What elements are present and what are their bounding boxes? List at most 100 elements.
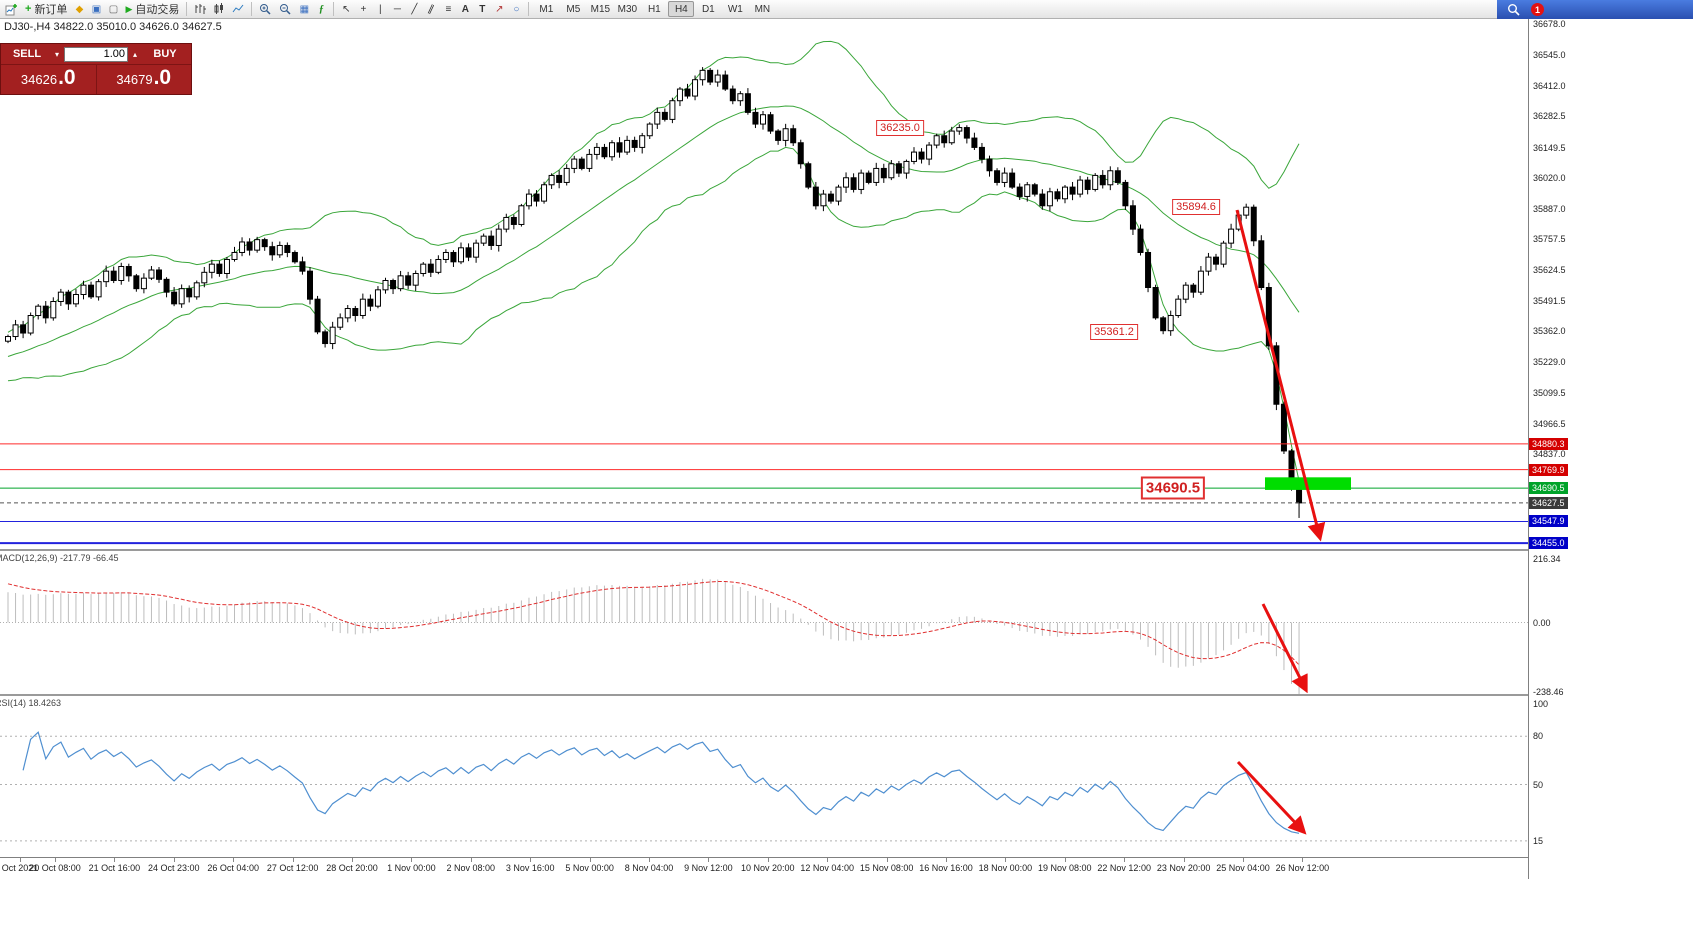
time-axis[interactable]: Oct 2021 20 Oct 08:00 21 Oct 16:00 24 Oct 2… bbox=[0, 857, 1528, 882]
timeframe-mn-button[interactable]: MN bbox=[754, 3, 771, 15]
toolbar-separator bbox=[186, 2, 188, 16]
tile-windows-icon[interactable]: ▦ bbox=[299, 3, 310, 15]
indicators-icon[interactable]: ƒ bbox=[318, 3, 324, 15]
volume-decrease-button[interactable]: ▾ bbox=[54, 49, 59, 59]
bar-chart-icon[interactable] bbox=[191, 1, 209, 17]
time-axis-label: Oct 2021 bbox=[1, 863, 39, 873]
price-axis-label: 35229.0 bbox=[1533, 357, 1566, 368]
arrows-icon[interactable]: ↗ bbox=[495, 3, 504, 15]
search-icon[interactable] bbox=[1507, 3, 1521, 17]
price-line-badge: 34455.0 bbox=[1529, 537, 1568, 550]
time-axis-tick bbox=[827, 858, 829, 862]
time-axis-tick bbox=[1124, 858, 1126, 862]
sell-button[interactable]: SELL bbox=[12, 48, 42, 60]
price-callout[interactable]: 36235.0 bbox=[876, 119, 924, 136]
rsi-canvas[interactable] bbox=[0, 696, 1528, 857]
price-callout[interactable]: 35894.6 bbox=[1172, 199, 1220, 216]
crosshair-icon[interactable]: + bbox=[360, 3, 367, 15]
price-line-badge: 34880.3 bbox=[1529, 437, 1568, 450]
shapes-icon[interactable]: ○ bbox=[513, 3, 520, 15]
charts-window-icon[interactable]: ▢ bbox=[108, 3, 119, 15]
time-axis-tick bbox=[114, 858, 116, 862]
text-icon[interactable]: A bbox=[461, 3, 469, 15]
time-axis-label: 15 Nov 08:00 bbox=[859, 863, 914, 873]
time-axis-label: 1 Nov 00:00 bbox=[387, 863, 436, 873]
sell-price-button[interactable]: 34626.0 bbox=[1, 65, 97, 94]
timeframe-m15-button[interactable]: M15 bbox=[590, 3, 611, 15]
label-icon[interactable]: T bbox=[479, 3, 486, 15]
timeframe-m5-button[interactable]: M5 bbox=[566, 3, 581, 15]
new-chart-icon[interactable] bbox=[2, 1, 21, 17]
time-axis-label: 19 Nov 08:00 bbox=[1038, 863, 1092, 873]
autotrading-button[interactable]: ▶ 自动交易 bbox=[122, 1, 182, 17]
buy-button[interactable]: BUY bbox=[153, 48, 177, 60]
buy-price-button[interactable]: 34679.0 bbox=[97, 65, 192, 94]
autotrading-label: 自动交易 bbox=[135, 4, 180, 16]
macd-canvas[interactable] bbox=[0, 551, 1528, 694]
macd-axis-label: 0.00 bbox=[1533, 617, 1551, 628]
pane-separator[interactable] bbox=[0, 549, 1693, 551]
price-callout[interactable]: 35361.2 bbox=[1090, 323, 1138, 340]
price-line-badge: 34769.9 bbox=[1529, 463, 1568, 476]
timeframe-d1-button[interactable]: D1 bbox=[701, 3, 715, 15]
one-click-trading-panel: SELL ▾ ▴ BUY 34626.0 34679.0 bbox=[0, 43, 192, 95]
toolbar-separator bbox=[528, 2, 530, 16]
time-axis-label: 28 Oct 20:00 bbox=[326, 863, 378, 873]
toolbar: + 新订单 ◆ ▣ ▢ ▶ 自动交易 ▦ ƒ ↖ + | ─ ╱ ∥ ≡ A T ↗… bbox=[0, 0, 1693, 19]
time-axis-label: 26 Oct 04:00 bbox=[207, 863, 259, 873]
time-axis-tick bbox=[767, 858, 769, 862]
volume-increase-button[interactable]: ▴ bbox=[132, 49, 137, 59]
price-axis-label: 36020.0 bbox=[1533, 172, 1566, 183]
main-chart-pane: DJ30-,H4 34822.0 35010.0 34626.0 34627.5… bbox=[0, 19, 1528, 549]
volume-input[interactable] bbox=[64, 46, 128, 62]
fibonacci-icon[interactable]: ≡ bbox=[445, 3, 452, 15]
time-axis-label: 8 Nov 04:00 bbox=[624, 863, 674, 873]
zoom-out-icon[interactable] bbox=[276, 1, 295, 17]
time-axis-label: 27 Oct 12:00 bbox=[266, 863, 319, 873]
notification-badge[interactable]: 1 bbox=[1531, 3, 1544, 16]
macd-pane: MACD(12,26,9) -217.79 -66.45 bbox=[0, 551, 1528, 694]
time-axis-tick bbox=[55, 858, 56, 862]
timeframe-h1-button[interactable]: H1 bbox=[647, 3, 661, 15]
macd-axis-label: 216.34 bbox=[1533, 554, 1561, 565]
pane-separator[interactable] bbox=[0, 694, 1693, 696]
price-line-badge: 34690.5 bbox=[1529, 482, 1568, 495]
new-order-label: 新订单 bbox=[34, 4, 68, 16]
line-chart-icon[interactable] bbox=[229, 1, 247, 17]
time-axis-label: 18 Nov 00:00 bbox=[978, 863, 1033, 873]
vertical-line-icon[interactable]: | bbox=[379, 3, 382, 15]
timeframe-m1-button[interactable]: M1 bbox=[539, 3, 554, 15]
time-axis-tick bbox=[411, 858, 413, 862]
metaquotes-icon[interactable]: ◆ bbox=[75, 3, 84, 15]
time-axis-label: 16 Nov 16:00 bbox=[919, 863, 973, 873]
time-axis-tick bbox=[649, 858, 650, 862]
timeframe-group: M1 M5 M15 M30 H1 H4 D1 W1 MN bbox=[533, 1, 775, 17]
time-axis-tick bbox=[173, 858, 175, 862]
new-order-button[interactable]: + 新订单 bbox=[22, 1, 70, 17]
time-axis-tick bbox=[1243, 858, 1244, 862]
candlesticks bbox=[5, 67, 1303, 518]
price-axis[interactable]: 36678.0 36545.0 36412.0 36282.5 36149.5 36020… bbox=[1528, 19, 1693, 879]
channel-icon[interactable]: ∥ bbox=[426, 2, 436, 16]
chart-ohlc-title: DJ30-,H4 34822.0 35010.0 34626.0 34627.5 bbox=[4, 21, 222, 33]
time-axis-tick bbox=[708, 858, 710, 862]
trendline-icon[interactable]: ╱ bbox=[411, 3, 418, 15]
price-axis-label: 35887.0 bbox=[1533, 203, 1566, 214]
zoom-in-icon[interactable] bbox=[256, 1, 275, 17]
candlestick-chart-icon[interactable] bbox=[210, 1, 228, 17]
main-chart-canvas[interactable] bbox=[0, 19, 1528, 549]
timeframe-w1-button[interactable]: W1 bbox=[727, 3, 743, 15]
timeframe-m30-button[interactable]: M30 bbox=[617, 3, 638, 15]
cursor-icon[interactable]: ↖ bbox=[342, 3, 351, 15]
time-axis-tick bbox=[292, 858, 294, 862]
price-axis-label: 36678.0 bbox=[1533, 19, 1566, 30]
price-callout[interactable]: 34690.5 bbox=[1140, 476, 1206, 500]
time-axis-label: 10 Nov 20:00 bbox=[741, 863, 795, 873]
horizontal-line-icon[interactable]: ─ bbox=[393, 3, 401, 15]
time-axis-label: 3 Nov 16:00 bbox=[505, 863, 555, 873]
sell-price-frac: .0 bbox=[58, 66, 76, 89]
sell-price-int: 34626 bbox=[20, 72, 58, 87]
timeframe-h4-button[interactable]: H4 bbox=[668, 1, 695, 17]
profiles-icon[interactable]: ▣ bbox=[91, 3, 102, 15]
